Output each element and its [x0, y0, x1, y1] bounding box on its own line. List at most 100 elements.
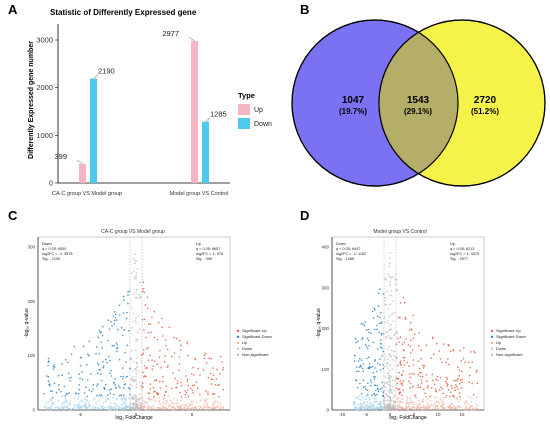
data-point [212, 406, 214, 409]
data-point [63, 404, 65, 407]
data-point [135, 402, 137, 404]
data-point [390, 290, 393, 292]
data-point [205, 406, 208, 409]
data-point [107, 398, 110, 400]
data-point [456, 399, 459, 401]
data-point [180, 349, 182, 351]
data-point [164, 355, 167, 357]
data-point [152, 365, 154, 367]
data-point [135, 277, 137, 280]
data-point [456, 385, 458, 388]
panel-label-b: B [300, 2, 310, 17]
panel-label-a: A [8, 2, 18, 17]
data-point [131, 396, 134, 399]
data-point [389, 404, 392, 406]
data-point [381, 406, 384, 408]
data-point [464, 402, 467, 404]
data-point [387, 406, 390, 408]
data-point [81, 408, 83, 410]
data-point [468, 361, 470, 364]
data-point [362, 336, 364, 339]
data-point [49, 385, 51, 387]
data-point [216, 401, 218, 403]
data-point [204, 400, 206, 403]
data-point [97, 407, 99, 410]
y-tick-label: 3000 [36, 36, 53, 45]
data-point [127, 291, 129, 293]
data-point [53, 364, 55, 366]
data-point [435, 401, 437, 403]
data-point [400, 401, 402, 404]
data-point [456, 406, 459, 409]
data-point [198, 405, 200, 407]
data-point [376, 324, 378, 327]
data-point [389, 392, 391, 394]
data-point [120, 404, 123, 406]
data-point [376, 362, 379, 365]
data-point [370, 381, 373, 384]
data-point [221, 361, 223, 363]
data-point [178, 369, 180, 372]
data-point [443, 407, 446, 409]
data-point [154, 390, 156, 393]
data-point [179, 399, 182, 402]
data-point [97, 406, 99, 408]
data-point [372, 376, 375, 378]
data-point [215, 378, 218, 380]
legend-dot [490, 341, 494, 344]
data-point [391, 391, 393, 394]
data-point [43, 393, 46, 395]
data-point [384, 303, 386, 306]
data-point [92, 388, 95, 390]
data-point [73, 345, 76, 348]
data-point [424, 407, 426, 410]
data-point [116, 397, 118, 400]
data-point [181, 404, 184, 406]
data-point [364, 385, 366, 388]
data-point [123, 387, 125, 389]
data-point [85, 401, 87, 404]
data-point [162, 408, 165, 410]
data-point [110, 369, 112, 372]
volcano-c-xlabel: log₂ FoldChange [115, 415, 152, 421]
data-point [394, 407, 397, 409]
data-point [64, 359, 67, 361]
data-point [176, 382, 179, 385]
data-point [379, 343, 382, 345]
data-point [388, 370, 391, 372]
data-point [125, 399, 127, 402]
legend-label: Significant Up [242, 328, 267, 333]
data-point [390, 277, 393, 279]
data-point [199, 399, 202, 402]
data-point [389, 315, 391, 317]
data-point [84, 403, 87, 405]
data-point [455, 384, 457, 386]
volcano-d-ylabel: -log₁₀ q-value [316, 308, 322, 338]
data-point [137, 406, 139, 409]
venn-right-count: 2720 [474, 95, 497, 106]
x-tick-label: -5 [364, 412, 368, 417]
data-point [391, 368, 393, 370]
data-point [385, 362, 388, 365]
data-point [111, 325, 113, 327]
data-point [389, 381, 391, 383]
data-point [425, 395, 427, 398]
data-point [156, 363, 159, 365]
data-point [90, 407, 93, 409]
data-point [407, 403, 410, 405]
data-point [85, 386, 87, 388]
data-point [186, 341, 189, 343]
data-point [139, 397, 141, 400]
y-tick-label: 100 [321, 367, 329, 372]
data-point [63, 402, 66, 404]
data-point [366, 401, 368, 403]
x-tick-label: 10 [435, 412, 441, 417]
data-point [389, 387, 391, 389]
data-point [109, 392, 111, 395]
data-point [450, 403, 453, 405]
data-point [180, 344, 182, 346]
data-point [386, 408, 389, 410]
data-point [97, 364, 100, 366]
data-point [404, 408, 407, 410]
data-point [368, 356, 370, 358]
